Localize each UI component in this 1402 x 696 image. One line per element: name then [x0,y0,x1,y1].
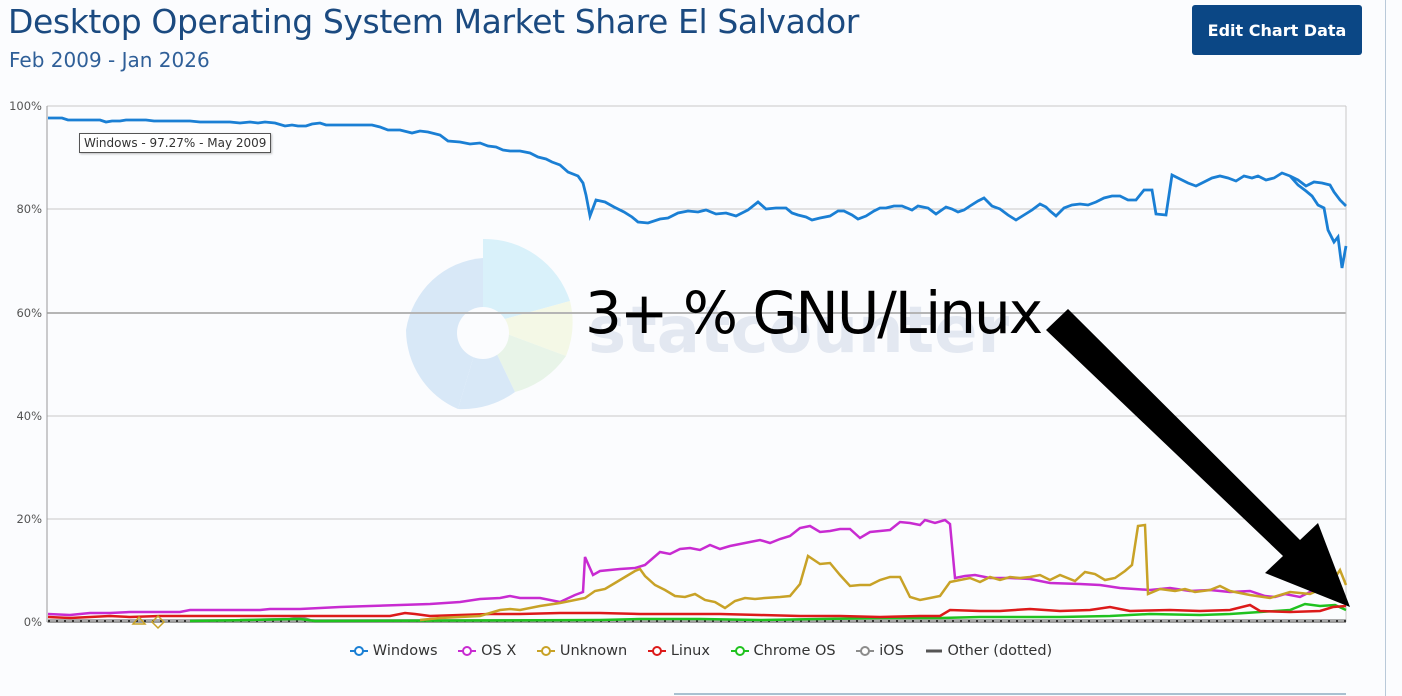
linux-annotation-text: 3+ % GNU/Linux [585,279,1043,347]
legend-item-linux[interactable]: Linux [647,643,710,659]
chart-legend: Windows OS X Unknown Linux Chrome OS iOS… [0,643,1402,660]
circle-marker-icon [647,646,666,656]
svg-text:0%: 0% [24,615,42,629]
date-range-subtitle: Feb 2009 - Jan 2026 [9,48,210,72]
legend-item-other[interactable]: Other (dotted) [925,643,1053,659]
circle-marker-icon [856,646,875,656]
legend-label: iOS [879,643,904,659]
svg-text:80%: 80% [16,202,42,216]
series-osx-line[interactable] [47,518,1347,617]
bottom-divider [674,693,1346,695]
series-linux-line[interactable] [47,603,1347,620]
page-title: Desktop Operating System Market Share El… [8,2,859,41]
svg-text:60%: 60% [16,306,42,320]
hover-markers [131,614,166,630]
series-chrome-os-line[interactable] [189,602,1347,623]
circle-marker-icon [536,646,555,656]
statcounter-watermark: statcounter [406,238,1010,410]
legend-label: Windows [372,643,438,659]
legend-label: Other (dotted) [947,643,1053,659]
legend-label: Unknown [559,643,628,659]
panel-divider [1385,0,1386,696]
svg-text:20%: 20% [16,512,42,526]
svg-text:40%: 40% [16,409,42,423]
legend-label: Linux [670,643,710,659]
y-grid [46,105,1347,623]
annotation-arrow [1046,309,1350,607]
legend-label: OS X [481,643,517,659]
legend-item-unknown[interactable]: Unknown [536,643,628,659]
legend-item-ios[interactable]: iOS [856,643,904,659]
circle-marker-icon [458,646,477,656]
svg-text:100%: 100% [9,99,42,113]
circle-marker-icon [730,646,749,656]
legend-item-osx[interactable]: OS X [458,643,516,659]
y-axis-labels: 100% 80% 60% 40% 20% 0% [9,99,42,629]
circle-marker-icon [349,646,368,656]
edit-chart-data-button[interactable]: Edit Chart Data [1192,5,1362,55]
legend-item-chrome-os[interactable]: Chrome OS [730,643,836,659]
series-windows-line[interactable] [48,116,1347,225]
line-marker-icon [925,649,942,653]
data-tooltip: Windows - 97.27% - May 2009 [79,133,272,153]
svg-text:statcounter: statcounter [588,294,1010,368]
legend-label: Chrome OS [753,643,836,659]
legend-item-windows[interactable]: Windows [349,643,438,659]
series-unknown-line[interactable] [419,523,1348,622]
